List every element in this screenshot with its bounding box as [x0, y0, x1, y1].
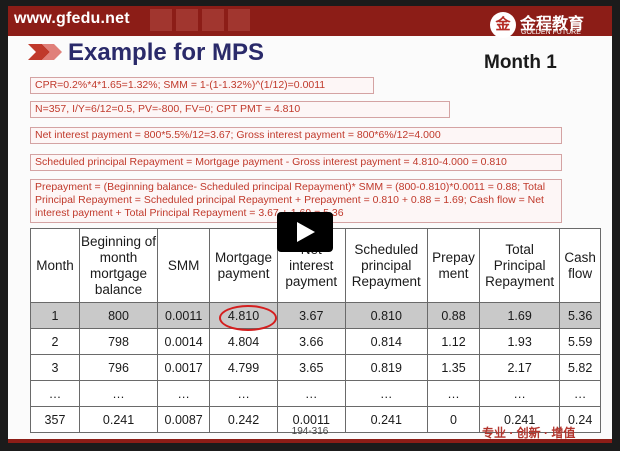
slide-header-bar: www.gfedu.net 金 金程教育 GOLDEN FUTURE: [8, 6, 612, 38]
page-number: 194-316: [291, 426, 329, 437]
table-cell: 5.36: [559, 302, 601, 329]
column-header: Total Principal Repayment: [479, 228, 561, 303]
table-cell: 0.0087: [157, 406, 211, 433]
table-cell: 1: [30, 302, 80, 329]
table-cell: …: [479, 380, 561, 407]
decorative-square: [150, 9, 172, 31]
table-cell: 0.24: [559, 406, 601, 433]
table-cell: 0.241: [344, 406, 428, 433]
column-header: Mortgage payment: [209, 228, 278, 303]
table-cell: 0.814: [344, 328, 428, 355]
column-header: Month: [30, 228, 80, 303]
table-cell: 3.65: [276, 354, 346, 381]
logo-mark-icon: 金: [490, 12, 516, 38]
table-cell: 0.0011: [157, 302, 211, 329]
table-row: … … … … … … … … …: [30, 380, 601, 407]
circled-value: 4.810: [218, 304, 278, 331]
table-cell: 796: [78, 354, 159, 381]
table-row-highlighted: 1 800 0.0011 4.810 3.67 0.810 0.88 1.69 …: [30, 302, 601, 331]
column-header: Cash flow: [559, 228, 601, 303]
table-cell: 798: [78, 328, 159, 355]
table-cell: …: [426, 380, 481, 407]
table-cell: 800: [78, 302, 159, 329]
table-cell: …: [344, 380, 428, 407]
table-cell: 5.82: [559, 354, 601, 381]
table-cell: 3: [30, 354, 80, 381]
footer-bar: [8, 439, 612, 443]
column-header: Prepay ment: [426, 228, 481, 303]
slide-subtitle: Month 1: [484, 52, 557, 73]
logo-chinese-name: 金程教育: [520, 16, 585, 33]
column-header: SMM: [157, 228, 211, 303]
table-cell: …: [157, 380, 211, 407]
mps-table: Month Beginning of month mortgage balanc…: [30, 228, 601, 433]
formula-box: N=357, I/Y=6/12=0.5, PV=-800, FV=0; CPT …: [30, 101, 450, 118]
table-cell: 4.804: [209, 328, 278, 355]
table-cell: 3.67: [276, 302, 346, 329]
formula-box: Prepayment = (Beginning balance- Schedul…: [30, 179, 562, 223]
brand-slogan: 专业 · 创新 · 增值: [482, 426, 576, 440]
formula-box: Scheduled principal Repayment = Mortgage…: [30, 154, 562, 171]
decorative-square: [176, 9, 198, 31]
decorative-square: [228, 9, 250, 31]
brand-logo: 金 金程教育 GOLDEN FUTURE: [490, 10, 590, 46]
table-cell: 0.0011: [276, 406, 346, 433]
column-header: Scheduled principal Repayment: [344, 228, 428, 303]
slide: www.gfedu.net 金 金程教育 GOLDEN FUTURE Examp…: [8, 6, 612, 443]
table-cell: …: [78, 380, 159, 407]
site-url: www.gfedu.net: [14, 10, 130, 27]
table-cell: 1.12: [426, 328, 481, 355]
table-cell: …: [30, 380, 80, 407]
slide-title: Example for MPS: [68, 39, 265, 66]
table-cell: 0.0014: [157, 328, 211, 355]
table-cell: 0.241: [479, 406, 561, 433]
table-cell: 0.242: [209, 406, 278, 433]
table-cell: 0.810: [344, 302, 428, 329]
table-cell: 3.66: [276, 328, 346, 355]
column-header: Beginning of month mortgage balance: [78, 228, 159, 303]
table-cell: …: [559, 380, 601, 407]
play-icon: [297, 222, 315, 242]
formula-box: Net interest payment = 800*5.5%/12=3.67;…: [30, 127, 562, 144]
table-cell: 0.88: [426, 302, 481, 329]
table-cell: 1.35: [426, 354, 481, 381]
table-cell: 1.69: [479, 302, 561, 329]
table-cell: 1.93: [479, 328, 561, 355]
decorative-square: [202, 9, 224, 31]
table-row: 2 798 0.0014 4.804 3.66 0.814 1.12 1.93 …: [30, 328, 601, 355]
table-cell: 2.17: [479, 354, 561, 381]
title-arrow-icon: [28, 44, 62, 60]
play-button[interactable]: [277, 212, 333, 252]
table-row: 3 796 0.0017 4.799 3.65 0.819 1.35 2.17 …: [30, 354, 601, 381]
table-cell: 0.0017: [157, 354, 211, 381]
table-cell: 4.799: [209, 354, 278, 381]
table-cell: 357: [30, 406, 80, 433]
logo-english-name: GOLDEN FUTURE: [521, 29, 581, 36]
table-cell: 0: [426, 406, 481, 433]
table-cell: 2: [30, 328, 80, 355]
table-cell: 4.810: [209, 302, 278, 331]
table-cell: 0.819: [344, 354, 428, 381]
table-row: 357 0.241 0.0087 0.242 0.0011 0.241 0 0.…: [30, 406, 601, 433]
table-header-row: Month Beginning of month mortgage balanc…: [30, 228, 601, 303]
formula-box: CPR=0.2%*4*1.65=1.32%; SMM = 1-(1-1.32%)…: [30, 77, 374, 94]
table-cell: …: [276, 380, 346, 407]
table-cell: 5.59: [559, 328, 601, 355]
table-cell: …: [209, 380, 278, 407]
